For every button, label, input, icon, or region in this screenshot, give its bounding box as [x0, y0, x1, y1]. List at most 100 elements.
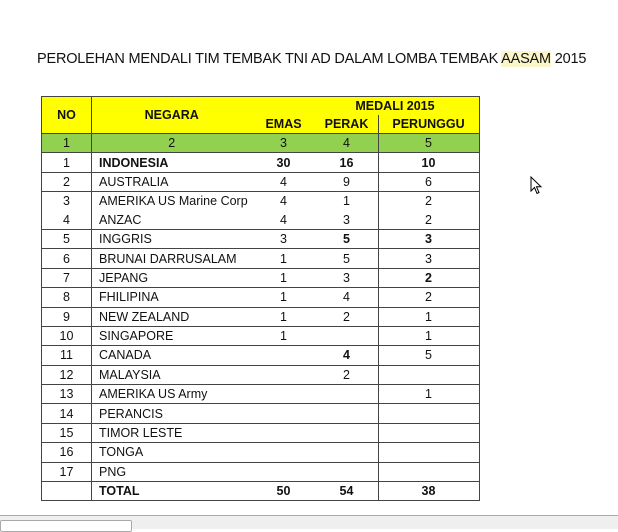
cell-negara: NEW ZEALAND — [91, 306, 252, 327]
cell-no: 9 — [41, 306, 92, 327]
header-negara: NEGARA — [91, 96, 252, 134]
cell-perak: 3 — [315, 267, 379, 289]
table-row: 8 FHILIPINA 1 4 2 — [41, 287, 480, 308]
cell-negara: CANADA — [91, 345, 252, 366]
subheader-row: EMAS PERAK PERUNGGU — [42, 115, 480, 134]
cell-perunggu: 2 — [378, 267, 480, 289]
table-row: 17 PNG — [41, 461, 480, 483]
cell-emas: 30 — [251, 152, 316, 173]
cell-negara: AMERIKA US Army — [91, 384, 252, 405]
header-row: NO NEGARA MEDALI 2015 — [41, 96, 480, 134]
header-perunggu: PERUNGGU — [378, 115, 480, 134]
table-row: 16 TONGA — [41, 442, 480, 463]
cell-emas — [251, 442, 316, 463]
cell-emas: 1 — [251, 267, 316, 289]
cell-negara: ANZAC — [91, 210, 252, 230]
cell-perunggu — [378, 461, 480, 483]
cell-no: 7 — [41, 267, 92, 289]
header-emas: EMAS — [251, 115, 316, 134]
header-medali: MEDALI 2015 — [251, 96, 480, 115]
cell-negara: SINGAPORE — [91, 325, 252, 347]
total-row: TOTAL 50 54 38 — [41, 481, 480, 502]
cell-negara: AUSTRALIA — [91, 171, 252, 193]
cell-perunggu: 10 — [378, 152, 480, 173]
cell-emas: 4 — [251, 171, 316, 193]
cell-emas: 4 — [251, 191, 316, 211]
column-number: 3 — [251, 132, 316, 154]
mouse-pointer-icon — [530, 176, 543, 195]
cell-no: 6 — [41, 248, 92, 269]
cell-negara: INGGRIS — [91, 228, 252, 250]
title-year: 2015 — [550, 51, 587, 67]
column-number: 5 — [378, 132, 480, 154]
cell-perak — [315, 384, 379, 405]
cell-no: 15 — [41, 422, 92, 444]
cell-perak: 2 — [315, 306, 379, 327]
cell-no: 8 — [41, 287, 92, 308]
table-row: 3 AMERIKA US Marine Corp 4 1 2 — [41, 191, 480, 211]
column-number: 2 — [91, 132, 252, 154]
cell-perak — [315, 403, 379, 424]
cell-emas — [251, 461, 316, 483]
total-perunggu: 38 — [378, 481, 480, 502]
cell-emas: 4 — [251, 210, 316, 230]
cell-perak — [315, 461, 379, 483]
bottom-input[interactable] — [0, 520, 132, 532]
cell-emas: 3 — [251, 228, 316, 250]
total-label: TOTAL — [91, 481, 252, 502]
cell-perunggu: 3 — [378, 248, 480, 269]
cell-perak: 4 — [315, 345, 379, 366]
cell-negara: FHILIPINA — [91, 287, 252, 308]
cell-perak: 5 — [315, 228, 379, 250]
cell-perunggu: 1 — [378, 306, 480, 327]
table-row: 7 JEPANG 1 3 2 — [41, 267, 480, 289]
cell-no: 11 — [41, 345, 92, 366]
table-row: 4 ANZAC 4 3 2 — [41, 210, 480, 230]
header-perak: PERAK — [315, 115, 379, 134]
cell-negara: INDONESIA — [91, 152, 252, 173]
cell-no: 2 — [41, 171, 92, 193]
cell-negara: BRUNAI DARRUSALAM — [91, 248, 252, 269]
cell-negara: JEPANG — [91, 267, 252, 289]
table-row: 1 INDONESIA 30 16 10 — [41, 152, 480, 173]
cell-negara: AMERIKA US Marine Corp — [91, 191, 252, 211]
cell-emas: 1 — [251, 325, 316, 347]
medal-table: NO NEGARA MEDALI 2015 EMAS PERAK PERUNGG… — [41, 96, 480, 502]
cell-perak: 2 — [315, 364, 379, 386]
title-highlight: AASAM — [501, 51, 551, 67]
cell-no: 13 — [41, 384, 92, 405]
table-row: 5 INGGRIS 3 5 3 — [41, 228, 480, 250]
table-row: 2 AUSTRALIA 4 9 6 — [41, 171, 480, 193]
cell-no: 12 — [41, 364, 92, 386]
total-emas: 50 — [251, 481, 316, 502]
cell-emas: 1 — [251, 287, 316, 308]
cell-perunggu: 2 — [378, 191, 480, 211]
cell-no: 4 — [41, 210, 92, 230]
cell-perak — [315, 422, 379, 444]
cell-no: 14 — [41, 403, 92, 424]
cell-perak: 5 — [315, 248, 379, 269]
cell-perak: 16 — [315, 152, 379, 173]
cell-perak: 3 — [315, 210, 379, 230]
cell-perunggu: 2 — [378, 287, 480, 308]
cell-negara: TIMOR LESTE — [91, 422, 252, 444]
cell-perak — [315, 325, 379, 347]
header-no: NO — [41, 96, 92, 134]
cell-perunggu: 1 — [378, 384, 480, 405]
cell-no: 3 — [41, 191, 92, 211]
cell-negara: MALAYSIA — [91, 364, 252, 386]
table-row: 9 NEW ZEALAND 1 2 1 — [41, 306, 480, 327]
cell-perunggu — [378, 364, 480, 386]
title-text: PEROLEHAN MENDALI TIM TEMBAK TNI AD DALA… — [37, 51, 502, 67]
cell-emas — [251, 403, 316, 424]
cell-negara: TONGA — [91, 442, 252, 463]
cell-emas — [251, 364, 316, 386]
table-row: 6 BRUNAI DARRUSALAM 1 5 3 — [41, 248, 480, 269]
cell-emas — [251, 422, 316, 444]
table-row: 15 TIMOR LESTE — [41, 422, 480, 444]
column-number-row: 1 2 3 4 5 — [41, 132, 480, 154]
total-perak: 54 — [315, 481, 379, 502]
cell-no: 10 — [41, 325, 92, 347]
cell-perunggu: 2 — [378, 210, 480, 230]
cell-no: 1 — [41, 152, 92, 173]
